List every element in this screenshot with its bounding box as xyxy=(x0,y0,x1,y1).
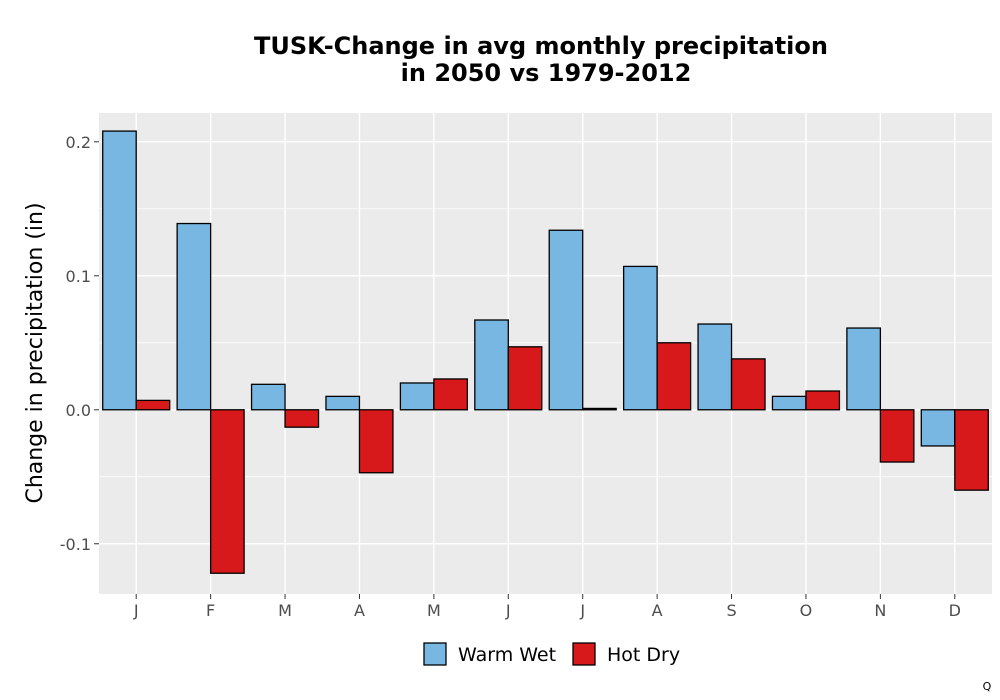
bar-warm-wet-11 xyxy=(920,409,956,447)
y-tick-label: 0.2 xyxy=(66,133,91,152)
legend-swatch-warm-wet xyxy=(423,642,447,666)
x-tick-label: J xyxy=(505,601,511,620)
y-tick-label: 0.0 xyxy=(66,401,91,420)
plot-panel xyxy=(99,113,992,594)
legend-swatch-hot-dry xyxy=(572,642,596,666)
x-tick-label: A xyxy=(354,601,365,620)
x-tick-label: A xyxy=(652,601,663,620)
minor-gridlines xyxy=(99,208,992,478)
bar-warm-wet-10 xyxy=(846,327,882,411)
bar-hot-dry-6 xyxy=(582,407,617,411)
bar-hot-dry-1 xyxy=(209,409,245,574)
bar-hot-dry-10 xyxy=(879,409,915,463)
bar-warm-wet-5 xyxy=(474,319,509,411)
bars xyxy=(102,130,989,574)
bar-hot-dry-8 xyxy=(730,358,766,411)
legend-label-warm-wet: Warm Wet xyxy=(458,644,556,666)
x-tick-label: F xyxy=(206,601,215,620)
y-tick-label: -0.1 xyxy=(60,535,91,554)
bar-warm-wet-6 xyxy=(548,229,584,411)
bar-hot-dry-0 xyxy=(135,399,171,411)
bar-warm-wet-9 xyxy=(771,395,807,411)
bar-hot-dry-2 xyxy=(284,409,320,428)
bar-hot-dry-5 xyxy=(507,346,543,411)
bar-hot-dry-4 xyxy=(433,378,469,411)
legend: Warm Wet Hot Dry xyxy=(423,642,680,666)
y-axis-ticks: -0.1 0.0 0.1 0.2 xyxy=(60,133,99,554)
bar-warm-wet-3 xyxy=(325,395,361,411)
x-tick-label: O xyxy=(800,601,813,620)
x-tick-label: N xyxy=(874,601,886,620)
corner-mark: Q xyxy=(983,680,992,693)
bar-warm-wet-0 xyxy=(102,130,137,411)
bar-warm-wet-7 xyxy=(622,265,658,411)
bar-hot-dry-9 xyxy=(805,390,841,411)
y-axis-label: Change in precipitation (in) xyxy=(23,202,48,503)
bar-hot-dry-7 xyxy=(656,342,692,411)
x-tick-label: J xyxy=(133,601,139,620)
x-tick-label: S xyxy=(726,601,736,620)
bar-hot-dry-3 xyxy=(358,409,394,474)
bar-warm-wet-1 xyxy=(176,222,212,411)
bar-warm-wet-8 xyxy=(697,323,733,411)
legend-label-hot-dry: Hot Dry xyxy=(607,644,680,666)
x-tick-label: J xyxy=(579,601,585,620)
x-tick-label: M xyxy=(427,601,441,620)
x-tick-label: M xyxy=(278,601,292,620)
bar-warm-wet-2 xyxy=(250,383,286,411)
bar-warm-wet-4 xyxy=(399,382,435,411)
bar-hot-dry-11 xyxy=(954,409,989,491)
chart-title-line-1: TUSK-Change in avg monthly precipitation xyxy=(254,32,828,60)
y-tick-label: 0.1 xyxy=(66,267,91,286)
chart-title-line-2: in 2050 vs 1979-2012 xyxy=(401,59,692,87)
x-tick-label: D xyxy=(949,601,961,620)
